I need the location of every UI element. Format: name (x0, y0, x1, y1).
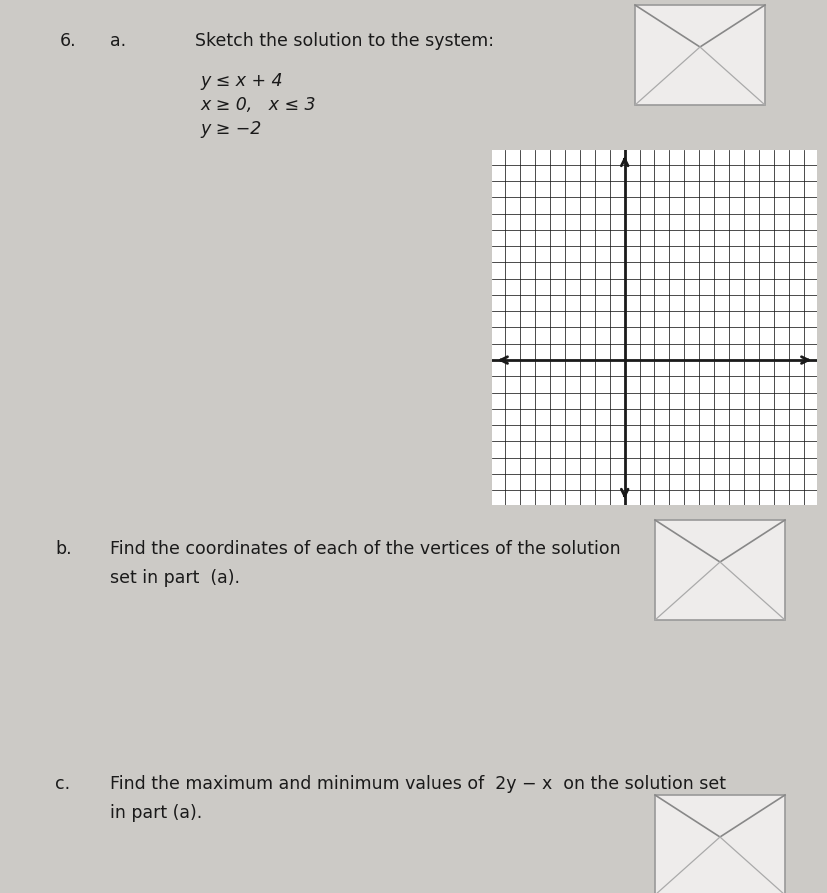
FancyBboxPatch shape (654, 795, 784, 893)
Text: Find the coordinates of each of the vertices of the solution
set in part  (a).: Find the coordinates of each of the vert… (110, 540, 620, 588)
Text: b.: b. (55, 540, 72, 558)
Text: a.: a. (110, 32, 126, 50)
Text: 6.: 6. (60, 32, 77, 50)
Text: x ≥ 0,   x ≤ 3: x ≥ 0, x ≤ 3 (200, 96, 315, 114)
Text: Find the maximum and minimum values of  2y − x  on the solution set
in part (a).: Find the maximum and minimum values of 2… (110, 775, 725, 822)
Text: y ≥ −2: y ≥ −2 (200, 120, 261, 138)
FancyBboxPatch shape (634, 5, 764, 105)
Text: Sketch the solution to the system:: Sketch the solution to the system: (195, 32, 494, 50)
FancyBboxPatch shape (654, 520, 784, 620)
Text: y ≤ x + 4: y ≤ x + 4 (200, 72, 282, 90)
Text: c.: c. (55, 775, 70, 793)
